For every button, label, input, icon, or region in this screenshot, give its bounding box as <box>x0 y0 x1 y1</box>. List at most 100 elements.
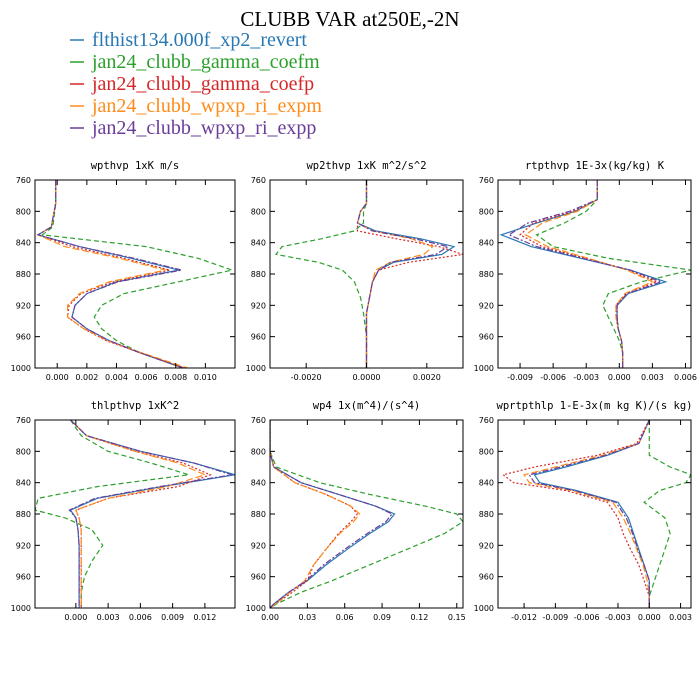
series-line <box>36 180 188 368</box>
series-line <box>507 180 663 368</box>
legend-entry: jan24_clubb_gamma_coefm <box>91 51 320 73</box>
x-tick-label: -0.003 <box>605 613 631 622</box>
y-tick-label: 840 <box>479 239 494 248</box>
y-tick-label: 880 <box>16 270 31 279</box>
series-line <box>36 180 184 368</box>
y-tick-label: 760 <box>16 416 31 425</box>
x-tick-label: 0.010 <box>194 373 217 382</box>
x-tick-label: 0.008 <box>164 373 187 382</box>
series-line <box>356 180 456 368</box>
x-tick-label: 0.006 <box>129 613 152 622</box>
y-tick-label: 920 <box>251 541 266 550</box>
x-tick-label: 0.006 <box>135 373 158 382</box>
figure-title: CLUBB VAR at250E,-2N <box>240 7 459 31</box>
x-tick-label: 0.15 <box>448 613 466 622</box>
series-line <box>524 180 654 368</box>
y-tick-label: 880 <box>479 510 494 519</box>
x-tick-label: 0.0000 <box>353 373 381 382</box>
x-tick-label: 0.12 <box>411 613 429 622</box>
y-tick-label: 880 <box>16 510 31 519</box>
legend-entry: jan24_clubb_wpxp_ri_expp <box>91 117 316 139</box>
x-tick-label: 0.004 <box>105 373 128 382</box>
y-tick-label: 760 <box>479 416 494 425</box>
y-tick-label: 1000 <box>474 604 494 613</box>
x-tick-label: 0.009 <box>161 613 184 622</box>
series-line <box>68 420 232 608</box>
panel-title: wp4 1x(m^4)/(s^4) <box>313 400 420 412</box>
legend-entry: jan24_clubb_wpxp_ri_expm <box>91 95 322 117</box>
y-tick-label: 960 <box>479 573 494 582</box>
series-line <box>69 420 235 608</box>
y-tick-label: 800 <box>251 207 266 216</box>
series-line <box>270 420 358 608</box>
series-line <box>270 420 361 608</box>
y-tick-label: 800 <box>16 207 31 216</box>
series-line <box>70 420 207 608</box>
y-tick-label: 1000 <box>246 364 266 373</box>
y-tick-label: 880 <box>251 510 266 519</box>
x-tick-label: -0.012 <box>511 613 537 622</box>
chart-panel: wprtpthlp 1-E-3x(m kg K)/(s kg)760 800 840… <box>474 400 693 622</box>
chart-panel: wpthvp 1xK m/s 760 800 840 880 920 960 1000 0.00… <box>11 160 236 382</box>
panel-title: wprtpthlp 1-E-3x(m kg K)/(s kg) <box>497 400 693 412</box>
series-line <box>274 180 368 368</box>
x-tick-label: 0.03 <box>298 613 316 622</box>
y-tick-label: 1000 <box>11 604 31 613</box>
plot-frame <box>34 419 236 609</box>
x-tick-label: 0.002 <box>75 373 98 382</box>
series-line <box>533 420 650 608</box>
series-line <box>356 180 450 368</box>
y-tick-label: 840 <box>251 239 266 248</box>
x-tick-label: -0.006 <box>540 373 566 382</box>
legend: flthist134.000f_xp2_revertjan24_clubb_ga… <box>70 29 322 139</box>
series-line <box>528 420 650 608</box>
x-tick-label: 0.0020 <box>413 373 441 382</box>
y-tick-label: 760 <box>251 416 266 425</box>
y-tick-label: 960 <box>251 573 266 582</box>
y-tick-label: 920 <box>251 301 266 310</box>
y-tick-label: 960 <box>16 573 31 582</box>
series-line <box>535 180 691 368</box>
y-tick-label: 880 <box>479 270 494 279</box>
x-tick-label: 0.00 <box>261 613 279 622</box>
y-tick-label: 800 <box>16 447 31 456</box>
y-tick-label: 920 <box>16 541 31 550</box>
series-line <box>40 180 235 368</box>
y-tick-label: 840 <box>479 479 494 488</box>
series-line <box>35 420 189 608</box>
y-tick-label: 760 <box>16 176 31 185</box>
series-line <box>270 420 463 608</box>
y-tick-label: 840 <box>16 239 31 248</box>
x-tick-label: 0.003 <box>97 613 120 622</box>
x-tick-label: 0.006 <box>674 373 697 382</box>
chart-panel: rtpthvp 1E-3x(kg/kg) K 760 800 840 880 920 960… <box>474 160 697 382</box>
x-tick-label: 0.09 <box>373 613 391 622</box>
chart-panel: wp2thvp 1xK m^2/s^2 760 800 840 880 920 960 100… <box>246 160 464 382</box>
series-line <box>70 420 212 608</box>
x-tick-label: 0.06 <box>336 613 354 622</box>
y-tick-label: 800 <box>251 447 266 456</box>
plot-frame <box>34 179 236 369</box>
y-tick-label: 840 <box>16 479 31 488</box>
panel-title: thlpthvp 1xK^2 <box>91 400 180 412</box>
x-tick-label: -0.003 <box>573 373 599 382</box>
x-tick-label: 0.000 <box>64 613 87 622</box>
y-tick-label: 760 <box>479 176 494 185</box>
panel-title: rtpthvp 1E-3x(kg/kg) K <box>525 160 665 172</box>
y-tick-label: 960 <box>251 333 266 342</box>
series-line <box>501 420 650 608</box>
x-tick-label: 0.000 <box>46 373 69 382</box>
y-tick-label: 760 <box>251 176 266 185</box>
x-tick-label: -0.009 <box>507 373 533 382</box>
y-tick-label: 960 <box>16 333 31 342</box>
x-tick-label: 0.012 <box>193 613 216 622</box>
x-tick-label: 0.003 <box>669 613 692 622</box>
y-tick-label: 1000 <box>474 364 494 373</box>
x-tick-label: -0.0020 <box>291 373 322 382</box>
y-tick-label: 880 <box>251 270 266 279</box>
y-tick-label: 840 <box>251 479 266 488</box>
legend-entry: flthist134.000f_xp2_revert <box>92 29 307 51</box>
chart-panel: wp4 1x(m^4)/(s^4)76080084088092096010000… <box>246 400 466 622</box>
x-tick-label: 0.003 <box>641 373 664 382</box>
